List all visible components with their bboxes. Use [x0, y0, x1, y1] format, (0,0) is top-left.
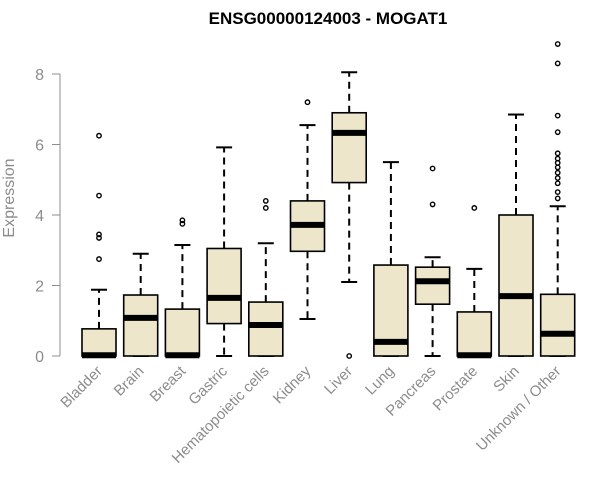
box-rect: [164, 308, 201, 357]
y-tick-label: 0: [35, 349, 44, 366]
outlier-point: [179, 217, 186, 224]
box-pancreas: [414, 165, 451, 357]
outlier-point: [554, 169, 561, 176]
outlier-point: [429, 165, 436, 172]
chart-title: ENSG00000124003 - MOGAT1: [209, 9, 448, 28]
outlier-point: [346, 353, 353, 359]
box-lung: [373, 161, 409, 357]
box-breast: [164, 217, 201, 359]
box-rect: [122, 294, 159, 357]
x-tick-label: Breast: [147, 362, 190, 405]
box-rect: [206, 247, 242, 325]
y-axis: 0 2 4 6 8: [35, 67, 61, 366]
outlier-point: [96, 235, 102, 241]
box-rect: [331, 111, 368, 184]
outlier-point: [429, 201, 436, 208]
outlier-point: [96, 231, 102, 238]
box-liver: [331, 71, 368, 359]
box-rect: [498, 214, 534, 357]
y-tick-label: 4: [35, 208, 44, 225]
box-rect: [248, 301, 284, 357]
box-series: [81, 41, 576, 359]
outlier-point: [554, 189, 561, 195]
x-tick-label: Brain: [111, 363, 148, 400]
outlier-point: [554, 195, 561, 202]
x-tick-label: Skin: [490, 363, 523, 396]
outlier-point: [554, 41, 561, 47]
outlier-point: [96, 132, 102, 139]
outlier-point: [554, 129, 561, 136]
x-tick-label: Bladder: [57, 363, 106, 412]
y-tick-label: 8: [35, 67, 44, 84]
outlier-point: [471, 205, 478, 211]
box-rect: [81, 328, 117, 357]
outlier-point: [262, 197, 269, 204]
outlier-point: [554, 155, 561, 162]
box-rect: [456, 311, 493, 357]
y-axis-label: Expression: [1, 158, 18, 237]
x-tick-label: Kidney: [270, 362, 315, 407]
box-kidney: [289, 99, 326, 320]
outlier-point: [554, 164, 561, 171]
x-tick-label: Liver: [321, 363, 356, 398]
box-unknown-other: [539, 41, 576, 357]
box-rect: [414, 266, 451, 305]
x-tick-label: Prostate: [430, 363, 482, 415]
box-gastric: [206, 146, 242, 357]
outlier-point: [304, 99, 311, 106]
outlier-point: [554, 112, 561, 119]
box-bladder: [81, 132, 117, 359]
y-tick-label: 6: [35, 138, 44, 155]
y-tick-label: 2: [35, 279, 44, 296]
box-skin: [498, 113, 534, 357]
outlier-point: [262, 205, 269, 211]
outlier-point: [554, 150, 561, 157]
box-hematopoietic-cells: [248, 197, 284, 357]
outlier-point: [554, 175, 561, 181]
box-prostate: [456, 205, 493, 359]
outlier-point: [96, 192, 102, 199]
x-tick-label: Lung: [362, 363, 398, 399]
box-brain: [122, 252, 159, 357]
box-rect: [539, 293, 576, 357]
outlier-point: [554, 60, 561, 67]
outlier-point: [179, 220, 186, 227]
outlier-point: [96, 256, 102, 262]
outlier-point: [554, 180, 561, 187]
